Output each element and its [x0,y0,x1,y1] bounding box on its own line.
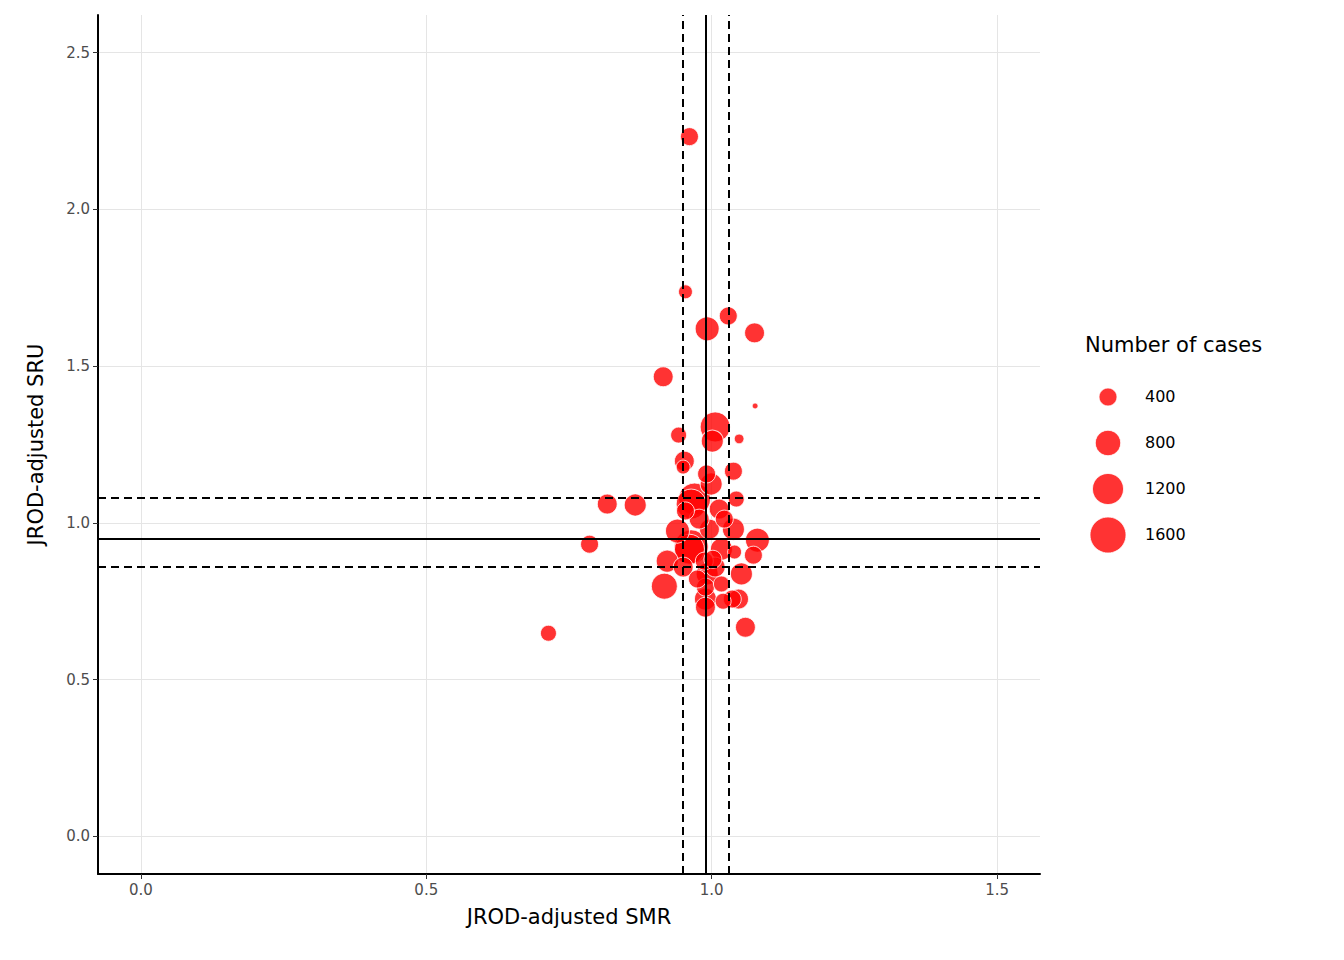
svg-text:0.5: 0.5 [414,881,438,899]
svg-text:JROD-adjusted SRU: JROD-adjusted SRU [24,344,48,548]
svg-text:JROD-adjusted SMR: JROD-adjusted SMR [465,905,672,929]
svg-text:2.5: 2.5 [66,44,90,62]
svg-text:1.0: 1.0 [700,881,724,899]
svg-text:800: 800 [1145,433,1176,452]
svg-text:1200: 1200 [1145,479,1186,498]
svg-text:2.0: 2.0 [66,200,90,218]
svg-text:0.0: 0.0 [129,881,153,899]
svg-text:1.5: 1.5 [66,357,90,375]
svg-text:0.5: 0.5 [66,671,90,689]
svg-text:1.0: 1.0 [66,514,90,532]
svg-text:1600: 1600 [1145,525,1186,544]
svg-text:0.0: 0.0 [66,827,90,845]
svg-text:Number of cases: Number of cases [1085,333,1262,357]
svg-text:400: 400 [1145,387,1176,406]
svg-text:1.5: 1.5 [985,881,1009,899]
